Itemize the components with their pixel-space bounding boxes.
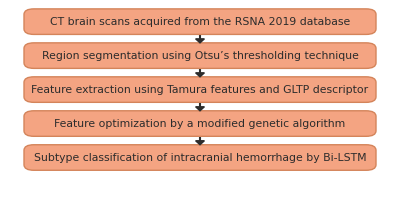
FancyBboxPatch shape [24, 9, 376, 34]
Polygon shape [196, 73, 204, 77]
Text: Subtype classification of intracranial hemorrhage by Bi-LSTM: Subtype classification of intracranial h… [34, 153, 366, 163]
Text: CT brain scans acquired from the RSNA 2019 database: CT brain scans acquired from the RSNA 20… [50, 17, 350, 27]
Text: Feature optimization by a modified genetic algorithm: Feature optimization by a modified genet… [54, 119, 346, 129]
Text: Region segmentation using Otsu’s thresholding technique: Region segmentation using Otsu’s thresho… [42, 51, 358, 61]
Polygon shape [196, 39, 204, 43]
Polygon shape [196, 141, 204, 145]
FancyBboxPatch shape [24, 77, 376, 102]
FancyBboxPatch shape [24, 43, 376, 68]
FancyBboxPatch shape [24, 145, 376, 170]
Polygon shape [196, 107, 204, 111]
Text: Feature extraction using Tamura features and GLTP descriptor: Feature extraction using Tamura features… [32, 85, 368, 95]
FancyBboxPatch shape [24, 111, 376, 136]
